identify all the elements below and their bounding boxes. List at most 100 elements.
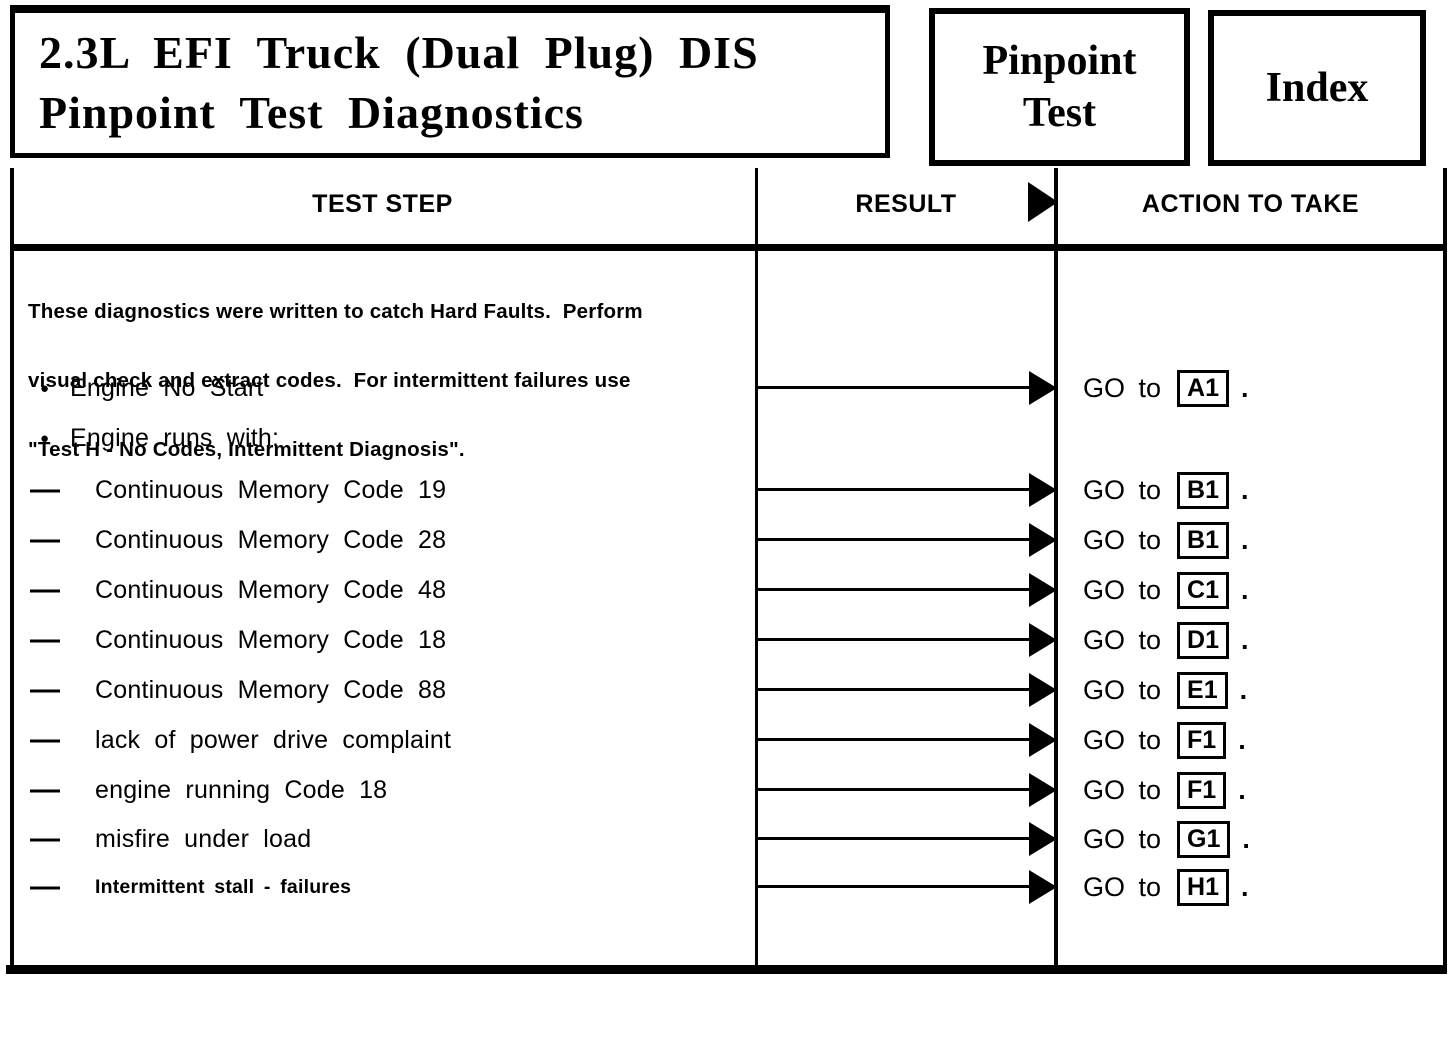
test-step-row: — Continuous Memory Code 48 GO to C1 . <box>10 570 1448 610</box>
test-step-label: Intermittent stall - failures <box>95 875 352 898</box>
result-action-divider <box>1054 168 1058 974</box>
test-step-label: Continuous Memory Code 48 <box>95 575 447 604</box>
action-prefix: GO to <box>1083 871 1162 902</box>
goto-code-B1[interactable]: B1 <box>1177 471 1229 509</box>
action-prefix: GO to <box>1083 674 1162 705</box>
arrow-line <box>755 588 1033 591</box>
goto-code-F1[interactable]: F1 <box>1177 771 1227 809</box>
table-bottom-rule <box>6 965 1447 974</box>
dash-icon: — <box>30 870 60 903</box>
intro-text: These diagnostics were written to catch … <box>28 254 643 507</box>
test-step-label: Engine runs with: <box>70 423 280 452</box>
action-suffix: . <box>1238 724 1246 755</box>
goto-code-D1[interactable]: D1 <box>1177 621 1229 659</box>
arrow-head-icon <box>1029 573 1057 607</box>
arrow-line <box>755 538 1033 541</box>
action-prefix: GO to <box>1083 474 1162 505</box>
intro-line-2: visual check and extract codes. For inte… <box>28 369 631 392</box>
action-suffix: . <box>1241 624 1249 655</box>
test-step-label: Engine No Start <box>70 373 264 402</box>
arrow-head-icon <box>1029 473 1057 507</box>
dash-icon: — <box>30 573 60 606</box>
result-arrow <box>755 670 1057 710</box>
bullet-icon: ● <box>40 429 50 447</box>
arrow-line <box>755 688 1033 691</box>
test-step-header-label: TEST STEP <box>312 190 453 218</box>
bullet-icon: ● <box>40 379 50 397</box>
goto-code-G1[interactable]: G1 <box>1177 820 1231 858</box>
action-cell: GO to F1 . <box>1083 770 1246 810</box>
action-suffix: . <box>1241 574 1249 605</box>
dash-icon: — <box>30 623 60 656</box>
goto-code-C1[interactable]: C1 <box>1177 571 1229 609</box>
arrow-head-icon <box>1029 623 1057 657</box>
action-suffix: . <box>1238 774 1246 805</box>
action-suffix: . <box>1241 474 1249 505</box>
test-step-row: — Continuous Memory Code 28 GO to B1 . <box>10 520 1448 560</box>
dash-icon: — <box>30 473 60 506</box>
action-prefix: GO to <box>1083 724 1162 755</box>
arrow-head-icon <box>1029 822 1057 856</box>
dash-icon: — <box>30 822 60 855</box>
action-suffix: . <box>1239 674 1248 705</box>
test-step-row: ● Engine runs with: <box>10 418 1448 458</box>
goto-code-F1[interactable]: F1 <box>1177 721 1227 759</box>
test-step-label: Continuous Memory Code 28 <box>95 525 447 554</box>
test-step-row: — Intermittent stall - failures GO to H1… <box>10 867 1448 907</box>
result-arrow <box>755 720 1057 760</box>
action-suffix: . <box>1242 823 1250 854</box>
result-arrow <box>755 867 1057 907</box>
result-arrow <box>755 470 1057 510</box>
arrow-line <box>755 788 1033 791</box>
arrow-head-icon <box>1029 773 1057 807</box>
arrow-line <box>755 885 1033 888</box>
action-prefix: GO to <box>1083 823 1162 854</box>
result-arrow <box>755 570 1057 610</box>
column-header-test-step: TEST STEP <box>10 190 755 219</box>
action-cell: GO to B1 . <box>1083 470 1249 510</box>
arrow-line <box>755 837 1033 840</box>
test-step-row: ● Engine No Start GO to A1 . <box>10 368 1448 408</box>
action-prefix: GO to <box>1083 524 1162 555</box>
action-cell: GO to H1 . <box>1083 867 1249 907</box>
test-step-label: misfire under load <box>95 824 312 853</box>
action-cell: GO to A1 . <box>1083 368 1249 408</box>
test-step-row: — Continuous Memory Code 18 GO to D1 . <box>10 620 1448 660</box>
action-cell: GO to D1 . <box>1083 620 1249 660</box>
arrow-head-icon <box>1029 523 1057 557</box>
page-title: 2.3L EFI Truck (Dual Plug) DIS Pinpoint … <box>10 5 890 158</box>
test-step-row: — Continuous Memory Code 88 GO to E1 . <box>10 670 1448 710</box>
arrow-head-icon <box>1029 673 1057 707</box>
action-prefix: GO to <box>1083 372 1162 403</box>
page-title-line-1: 2.3L EFI Truck (Dual Plug) DIS <box>39 27 759 78</box>
test-step-row: — engine running Code 18 GO to F1 . <box>10 770 1448 810</box>
pinpoint-test-label-line-2: Test <box>1022 90 1097 136</box>
arrow-line <box>755 488 1033 491</box>
goto-code-A1[interactable]: A1 <box>1177 369 1229 407</box>
index-button-label: Index <box>1265 65 1369 111</box>
dash-icon: — <box>30 723 60 756</box>
test-step-row: — lack of power drive complaint GO to F1… <box>10 720 1448 760</box>
test-step-row: — misfire under load GO to G1 . <box>10 819 1448 859</box>
test-step-label: Continuous Memory Code 19 <box>95 475 447 504</box>
goto-code-H1[interactable]: H1 <box>1177 868 1229 906</box>
action-prefix: GO to <box>1083 624 1162 655</box>
goto-code-E1[interactable]: E1 <box>1177 671 1228 709</box>
result-arrow <box>755 620 1057 660</box>
goto-code-B1[interactable]: B1 <box>1177 521 1229 559</box>
result-arrow <box>755 770 1057 810</box>
arrow-line <box>755 638 1033 641</box>
action-cell: GO to F1 . <box>1083 720 1246 760</box>
intro-line-1: These diagnostics were written to catch … <box>28 300 643 323</box>
arrow-line <box>755 738 1033 741</box>
action-suffix: . <box>1241 372 1249 403</box>
index-button[interactable]: Index <box>1208 10 1426 166</box>
result-header-label: RESULT <box>855 190 957 218</box>
pinpoint-test-button[interactable]: Pinpoint Test <box>929 8 1190 166</box>
header-rule <box>10 244 1447 251</box>
action-suffix: . <box>1241 524 1249 555</box>
intro-line-3: "Test H - No Codes, Intermittent Diagnos… <box>28 438 465 461</box>
action-prefix: GO to <box>1083 574 1162 605</box>
column-header-action: ACTION TO TAKE <box>1058 190 1443 219</box>
